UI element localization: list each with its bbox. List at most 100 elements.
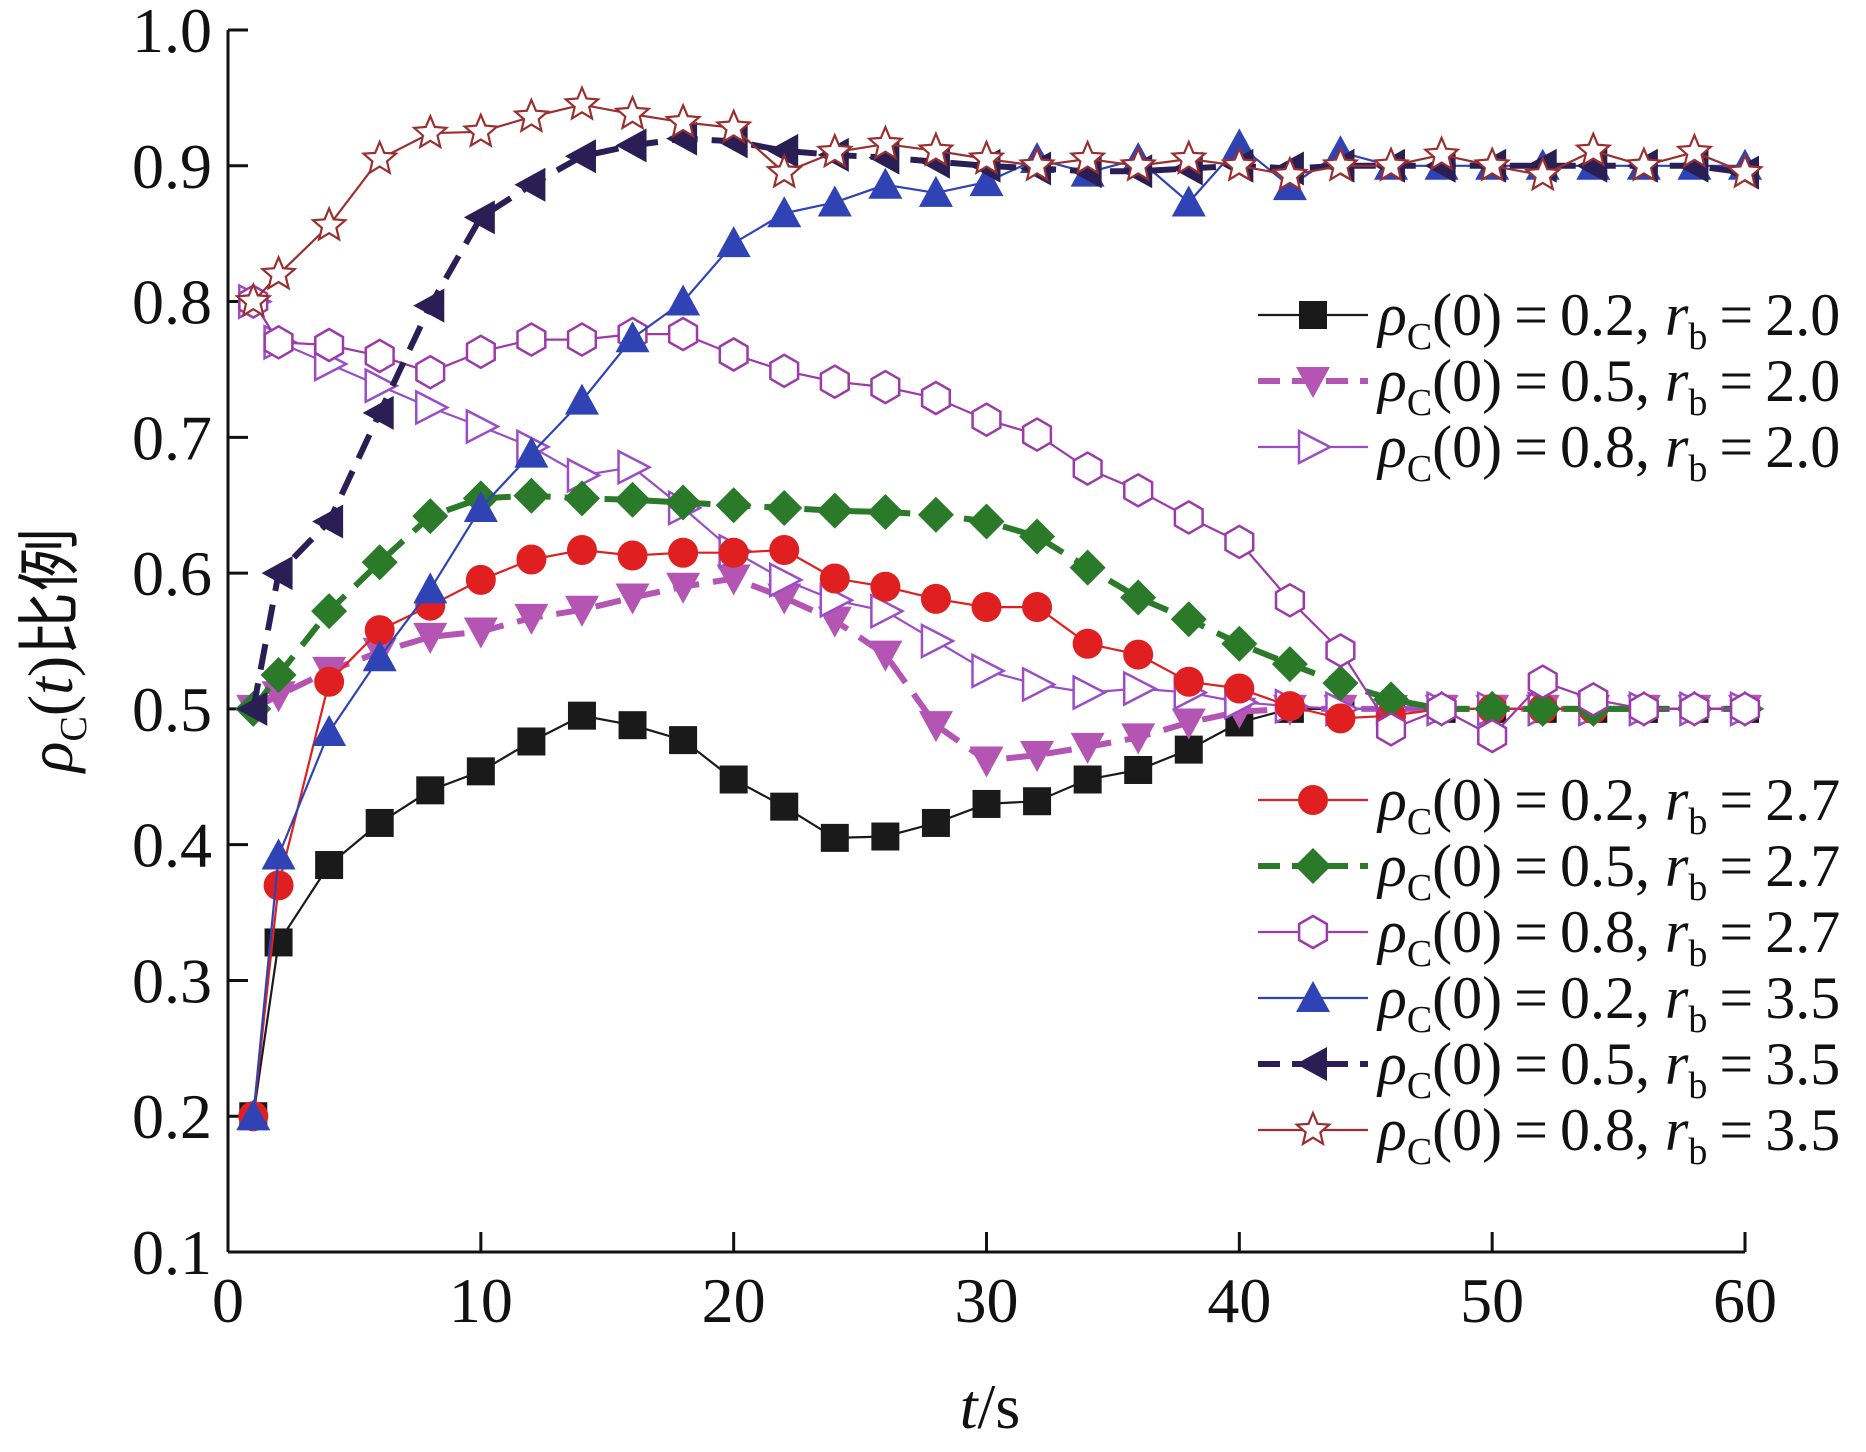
data-point [564, 139, 596, 174]
data-point [1023, 787, 1052, 816]
data-point [567, 701, 596, 730]
x-tick-label: 40 [1207, 1265, 1271, 1336]
data-point [870, 571, 901, 602]
data-point [566, 535, 597, 566]
data-point [617, 449, 653, 486]
data-point [1675, 132, 1714, 169]
data-point [614, 481, 651, 518]
data-point [615, 128, 647, 163]
x-tick-label: 50 [1460, 1265, 1524, 1336]
data-point [312, 714, 347, 746]
data-point [1372, 145, 1410, 182]
legend-entry: ρC(0) = 0.8, rb = 3.5 [1258, 1097, 1840, 1173]
data-point [1121, 723, 1156, 755]
data-point [260, 656, 297, 693]
data-point [867, 494, 904, 531]
legend-marker [1297, 428, 1333, 466]
x-tick-label: 10 [449, 1265, 513, 1336]
data-point [920, 380, 952, 416]
y-tick-label: 0.1 [132, 1217, 212, 1288]
data-point [666, 572, 701, 604]
legend-entry: ρC(0) = 0.2, rb = 2.0 [1258, 282, 1840, 358]
data-point [870, 369, 901, 405]
data-point [411, 113, 450, 150]
data-point [465, 408, 501, 445]
legend-label: ρC(0) = 0.2, rb = 2.0 [1376, 282, 1840, 358]
x-tick-label: 20 [702, 1265, 766, 1336]
data-point [463, 617, 498, 649]
data-point [819, 563, 850, 594]
data-point [971, 652, 1007, 689]
legend-marker [1294, 1110, 1332, 1147]
data-point [1174, 735, 1203, 764]
y-tick-label: 0.2 [132, 1081, 212, 1152]
data-point [1019, 518, 1056, 555]
legend-entry: ρC(0) = 0.8, rb = 2.0 [1258, 414, 1840, 490]
data-point [1322, 665, 1359, 702]
data-point [768, 561, 804, 598]
data-point [1068, 139, 1107, 176]
data-point [664, 102, 703, 139]
data-point [617, 540, 648, 571]
data-point [1018, 145, 1056, 182]
data-point [1020, 741, 1055, 773]
data-point [261, 838, 296, 870]
data-point [312, 504, 344, 539]
y-axis-title: ρC(t)比例 [15, 528, 95, 774]
data-point [364, 338, 395, 374]
data-point [718, 337, 749, 372]
data-point [314, 327, 345, 363]
legend-label: ρC(0) = 0.2, rb = 3.5 [1376, 965, 1840, 1041]
y-tick-label: 0.3 [132, 945, 212, 1016]
data-point [969, 165, 1004, 197]
data-point [1072, 628, 1103, 659]
legend-entry: ρC(0) = 0.5, rb = 2.0 [1258, 348, 1840, 424]
data-point [1119, 145, 1158, 182]
data-point [1477, 718, 1508, 754]
data-point [1679, 691, 1710, 727]
data-point [1221, 625, 1258, 662]
data-point [1422, 135, 1461, 172]
data-point [769, 535, 800, 566]
data-point [1170, 601, 1207, 638]
data-point [1070, 732, 1105, 764]
data-point [413, 288, 445, 323]
data-point [1574, 130, 1613, 167]
data-point [412, 498, 449, 535]
data-point [415, 389, 450, 426]
data-point [1021, 666, 1057, 703]
data-point [866, 124, 905, 161]
data-point [1274, 691, 1305, 722]
data-point [1578, 681, 1609, 717]
data-point [868, 167, 903, 199]
data-point [1426, 691, 1457, 727]
legend-label: ρC(0) = 0.8, rb = 2.0 [1376, 414, 1840, 490]
data-point [971, 592, 1002, 623]
legend-label: ρC(0) = 0.5, rb = 2.0 [1376, 348, 1840, 424]
data-point [665, 484, 702, 521]
data-point [669, 726, 698, 755]
axes: 0.1 0.2 0.3 0.4 0.5 0.6 0.7 0.8 0.9 1.0 0 10 20 30 40 5… [132, 0, 1777, 1336]
y-tick-label: 0.9 [132, 131, 212, 202]
data-point [972, 789, 1001, 818]
y-tick-label: 0.7 [132, 402, 212, 473]
data-point [514, 603, 549, 635]
data-point [920, 622, 956, 660]
data-point [461, 111, 500, 148]
data-point [1022, 592, 1053, 623]
data-point [918, 711, 953, 743]
data-point [1220, 145, 1259, 182]
legend-entry: ρC(0) = 0.2, rb = 2.7 [1258, 767, 1840, 843]
data-point [564, 595, 599, 627]
data-point [466, 757, 495, 786]
data-point [1122, 670, 1158, 707]
y-tick-label: 0.8 [132, 267, 212, 338]
data-point [1271, 646, 1308, 683]
data-point [917, 130, 955, 167]
data-point [1171, 185, 1206, 217]
data-point [263, 324, 294, 360]
data-point [618, 711, 647, 740]
data-point [564, 383, 599, 415]
data-point [236, 1099, 271, 1131]
legend-entry: ρC(0) = 0.2, rb = 3.5 [1258, 965, 1840, 1041]
